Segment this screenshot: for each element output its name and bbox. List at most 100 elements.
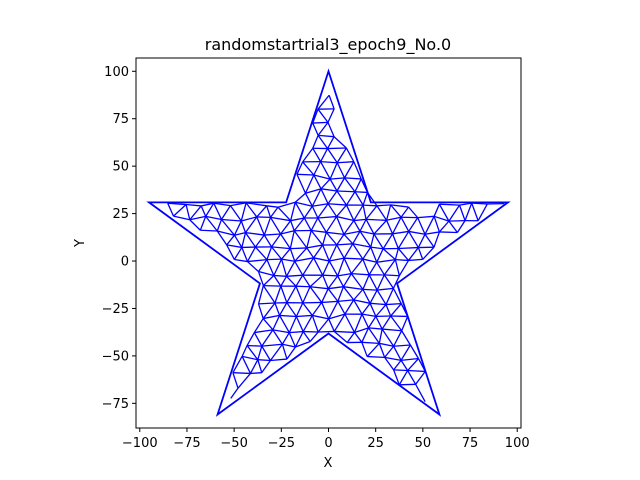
mesh-edge [336, 204, 347, 217]
mesh-edge [312, 121, 328, 124]
mesh-edge [400, 206, 410, 218]
mesh-edge [327, 147, 347, 150]
mesh-edge [408, 258, 423, 262]
mesh-edge [234, 258, 248, 263]
mesh-edge [257, 359, 271, 362]
mesh-edge [280, 275, 288, 287]
mesh-edge [363, 204, 377, 207]
mesh-edge [370, 233, 375, 248]
mesh-edge [417, 215, 435, 219]
mesh-edge [280, 258, 288, 277]
mesh-edge [407, 369, 426, 373]
mesh-edge [311, 205, 319, 219]
mesh-edge [394, 259, 401, 276]
mesh-edge [381, 315, 392, 330]
mesh-edge [290, 217, 305, 222]
y-tick-label: 100 [104, 65, 129, 80]
mesh-edge [477, 203, 488, 222]
mesh-edge [173, 204, 187, 217]
mesh-edge [325, 216, 338, 233]
mesh-edge [233, 220, 242, 236]
mesh-edge [365, 219, 375, 235]
mesh-edge [328, 260, 339, 277]
mesh-edge [263, 314, 280, 320]
mesh-edge [343, 220, 355, 235]
mesh-edge [385, 220, 394, 235]
mesh-edge [302, 302, 313, 316]
mesh-edge [257, 285, 264, 305]
mesh-edge [295, 274, 304, 287]
mesh-edge [390, 204, 402, 218]
mesh-edge [438, 203, 450, 222]
mesh-edge [293, 230, 308, 249]
mesh-edge [417, 217, 426, 235]
mesh-edge [337, 275, 345, 287]
mesh-edge [232, 356, 243, 373]
mesh-edge [246, 246, 257, 262]
mesh-edge [337, 299, 354, 302]
mesh-edge [336, 162, 346, 179]
mesh-edge [257, 271, 264, 286]
mesh-edge [362, 204, 367, 220]
mesh-edge [313, 174, 322, 190]
mesh-edge [335, 216, 345, 235]
mesh-edge [205, 215, 218, 232]
mesh-edge [367, 355, 385, 359]
mesh-edge [304, 174, 315, 194]
mesh-edge [392, 275, 400, 289]
mesh-edge [390, 204, 409, 208]
mesh-edge [274, 285, 282, 304]
mesh-edge [317, 108, 329, 123]
mesh-edge [257, 359, 263, 373]
mesh-edge [337, 301, 346, 315]
mesh-edge [305, 188, 322, 194]
mesh-edge [270, 358, 288, 362]
mesh-edge [353, 313, 363, 333]
mesh-edge [213, 202, 223, 220]
mesh-edge [304, 192, 313, 207]
mesh-edge [306, 230, 312, 249]
mesh-edge [392, 230, 409, 235]
mesh-edge [302, 147, 314, 163]
mesh-edge [390, 315, 403, 332]
mesh-edge [246, 332, 255, 346]
mesh-edge [289, 330, 304, 334]
mesh-edge [254, 246, 268, 261]
mesh-edge [185, 204, 191, 220]
mesh-edge [377, 287, 394, 291]
mesh-edge [216, 230, 228, 246]
mesh-edge [369, 303, 377, 317]
x-tick-label: −25 [268, 436, 295, 451]
mesh-edge [253, 318, 264, 333]
mesh-edge [247, 344, 262, 347]
mesh-edge [250, 372, 262, 375]
mesh-edge [262, 302, 276, 319]
mesh-edge [272, 329, 283, 345]
mesh-edge [318, 134, 335, 138]
mesh-edge [303, 205, 313, 219]
mesh-edge [263, 284, 281, 287]
mesh-edge [353, 218, 367, 222]
mesh-edge [328, 313, 346, 320]
mesh-edge [351, 272, 370, 276]
mesh-edge [391, 216, 402, 235]
mesh-edge [329, 257, 345, 262]
mesh-edge [400, 344, 411, 361]
mesh-edge [317, 94, 330, 110]
mesh-edge [438, 220, 450, 233]
mesh-edge [277, 206, 292, 222]
mesh-edge [322, 274, 338, 277]
mesh-edge [344, 257, 363, 260]
mesh-edge [361, 341, 380, 345]
mesh-edge [294, 247, 308, 262]
mesh-edge [415, 371, 426, 385]
mesh-edge [266, 246, 273, 260]
mesh-edge [385, 304, 392, 317]
mesh-edge [249, 359, 259, 374]
y-tick-label: −75 [102, 397, 129, 412]
mesh-edge [433, 216, 441, 233]
mesh-edge [366, 342, 380, 358]
x-axis-label: X [324, 456, 333, 471]
mesh-edge [309, 331, 319, 342]
mesh-edge [302, 315, 313, 332]
